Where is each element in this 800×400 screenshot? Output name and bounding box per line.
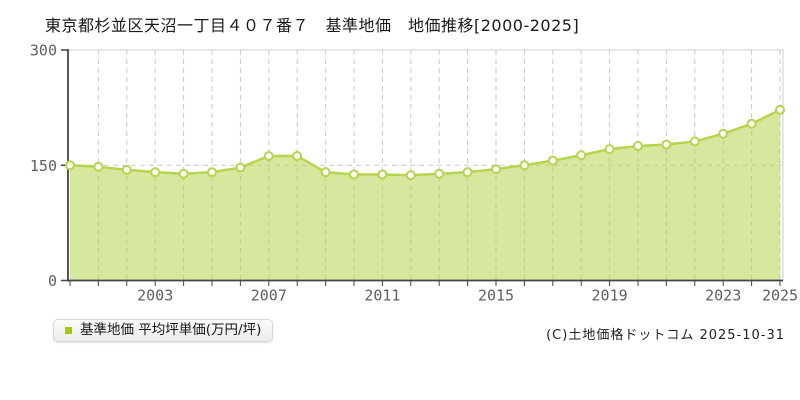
- price-area-fill: [70, 109, 780, 281]
- chart-legend: 基準地価 平均坪単価(万円/坪): [53, 319, 274, 342]
- data-point-marker: [576, 150, 587, 161]
- data-point-marker: [661, 139, 672, 150]
- data-point-marker: [775, 104, 785, 115]
- x-tick-label: 2023: [705, 287, 741, 305]
- x-tick-label: 2003: [137, 287, 173, 305]
- data-point-marker: [405, 170, 416, 181]
- y-tick-label: 150: [30, 157, 57, 175]
- data-point-marker: [207, 167, 217, 178]
- x-tick-label: 2019: [592, 287, 628, 305]
- data-point-marker: [689, 136, 700, 147]
- copyright-text: (C)土地価格ドットコム 2025-10-31: [546, 328, 785, 343]
- data-point-marker: [93, 161, 104, 172]
- y-tick-label: 0: [48, 272, 57, 290]
- data-point-marker: [377, 169, 388, 180]
- data-point-marker: [349, 169, 359, 180]
- data-point-marker: [235, 162, 246, 173]
- x-tick-label: 2015: [478, 287, 514, 305]
- data-point-marker: [519, 160, 530, 171]
- data-point-marker: [320, 167, 331, 178]
- x-tick-label: 2007: [251, 287, 287, 305]
- data-point-marker: [292, 151, 303, 162]
- x-tick-label: 2025: [762, 287, 798, 305]
- data-point-marker: [121, 164, 132, 175]
- data-point-marker: [746, 118, 757, 129]
- chart-title: 東京都杉並区天沼一丁目４０７番７ 基準地価 地価推移[2000-2025]: [45, 16, 580, 35]
- data-point-marker: [65, 160, 75, 171]
- y-tick-label: 300: [30, 42, 57, 60]
- legend-label: 基準地価 平均坪単価(万円/坪): [80, 321, 262, 338]
- data-point-marker: [263, 151, 274, 162]
- data-point-marker: [150, 167, 161, 178]
- legend-square-icon: [65, 327, 72, 334]
- data-point-marker: [491, 164, 501, 175]
- data-point-marker: [434, 168, 445, 179]
- data-point-marker: [178, 168, 189, 179]
- data-point-marker: [633, 141, 643, 152]
- data-point-marker: [462, 167, 473, 178]
- data-point-marker: [718, 128, 729, 139]
- x-tick-label: 2011: [364, 287, 400, 305]
- data-point-marker: [604, 144, 615, 155]
- data-point-marker: [547, 155, 558, 166]
